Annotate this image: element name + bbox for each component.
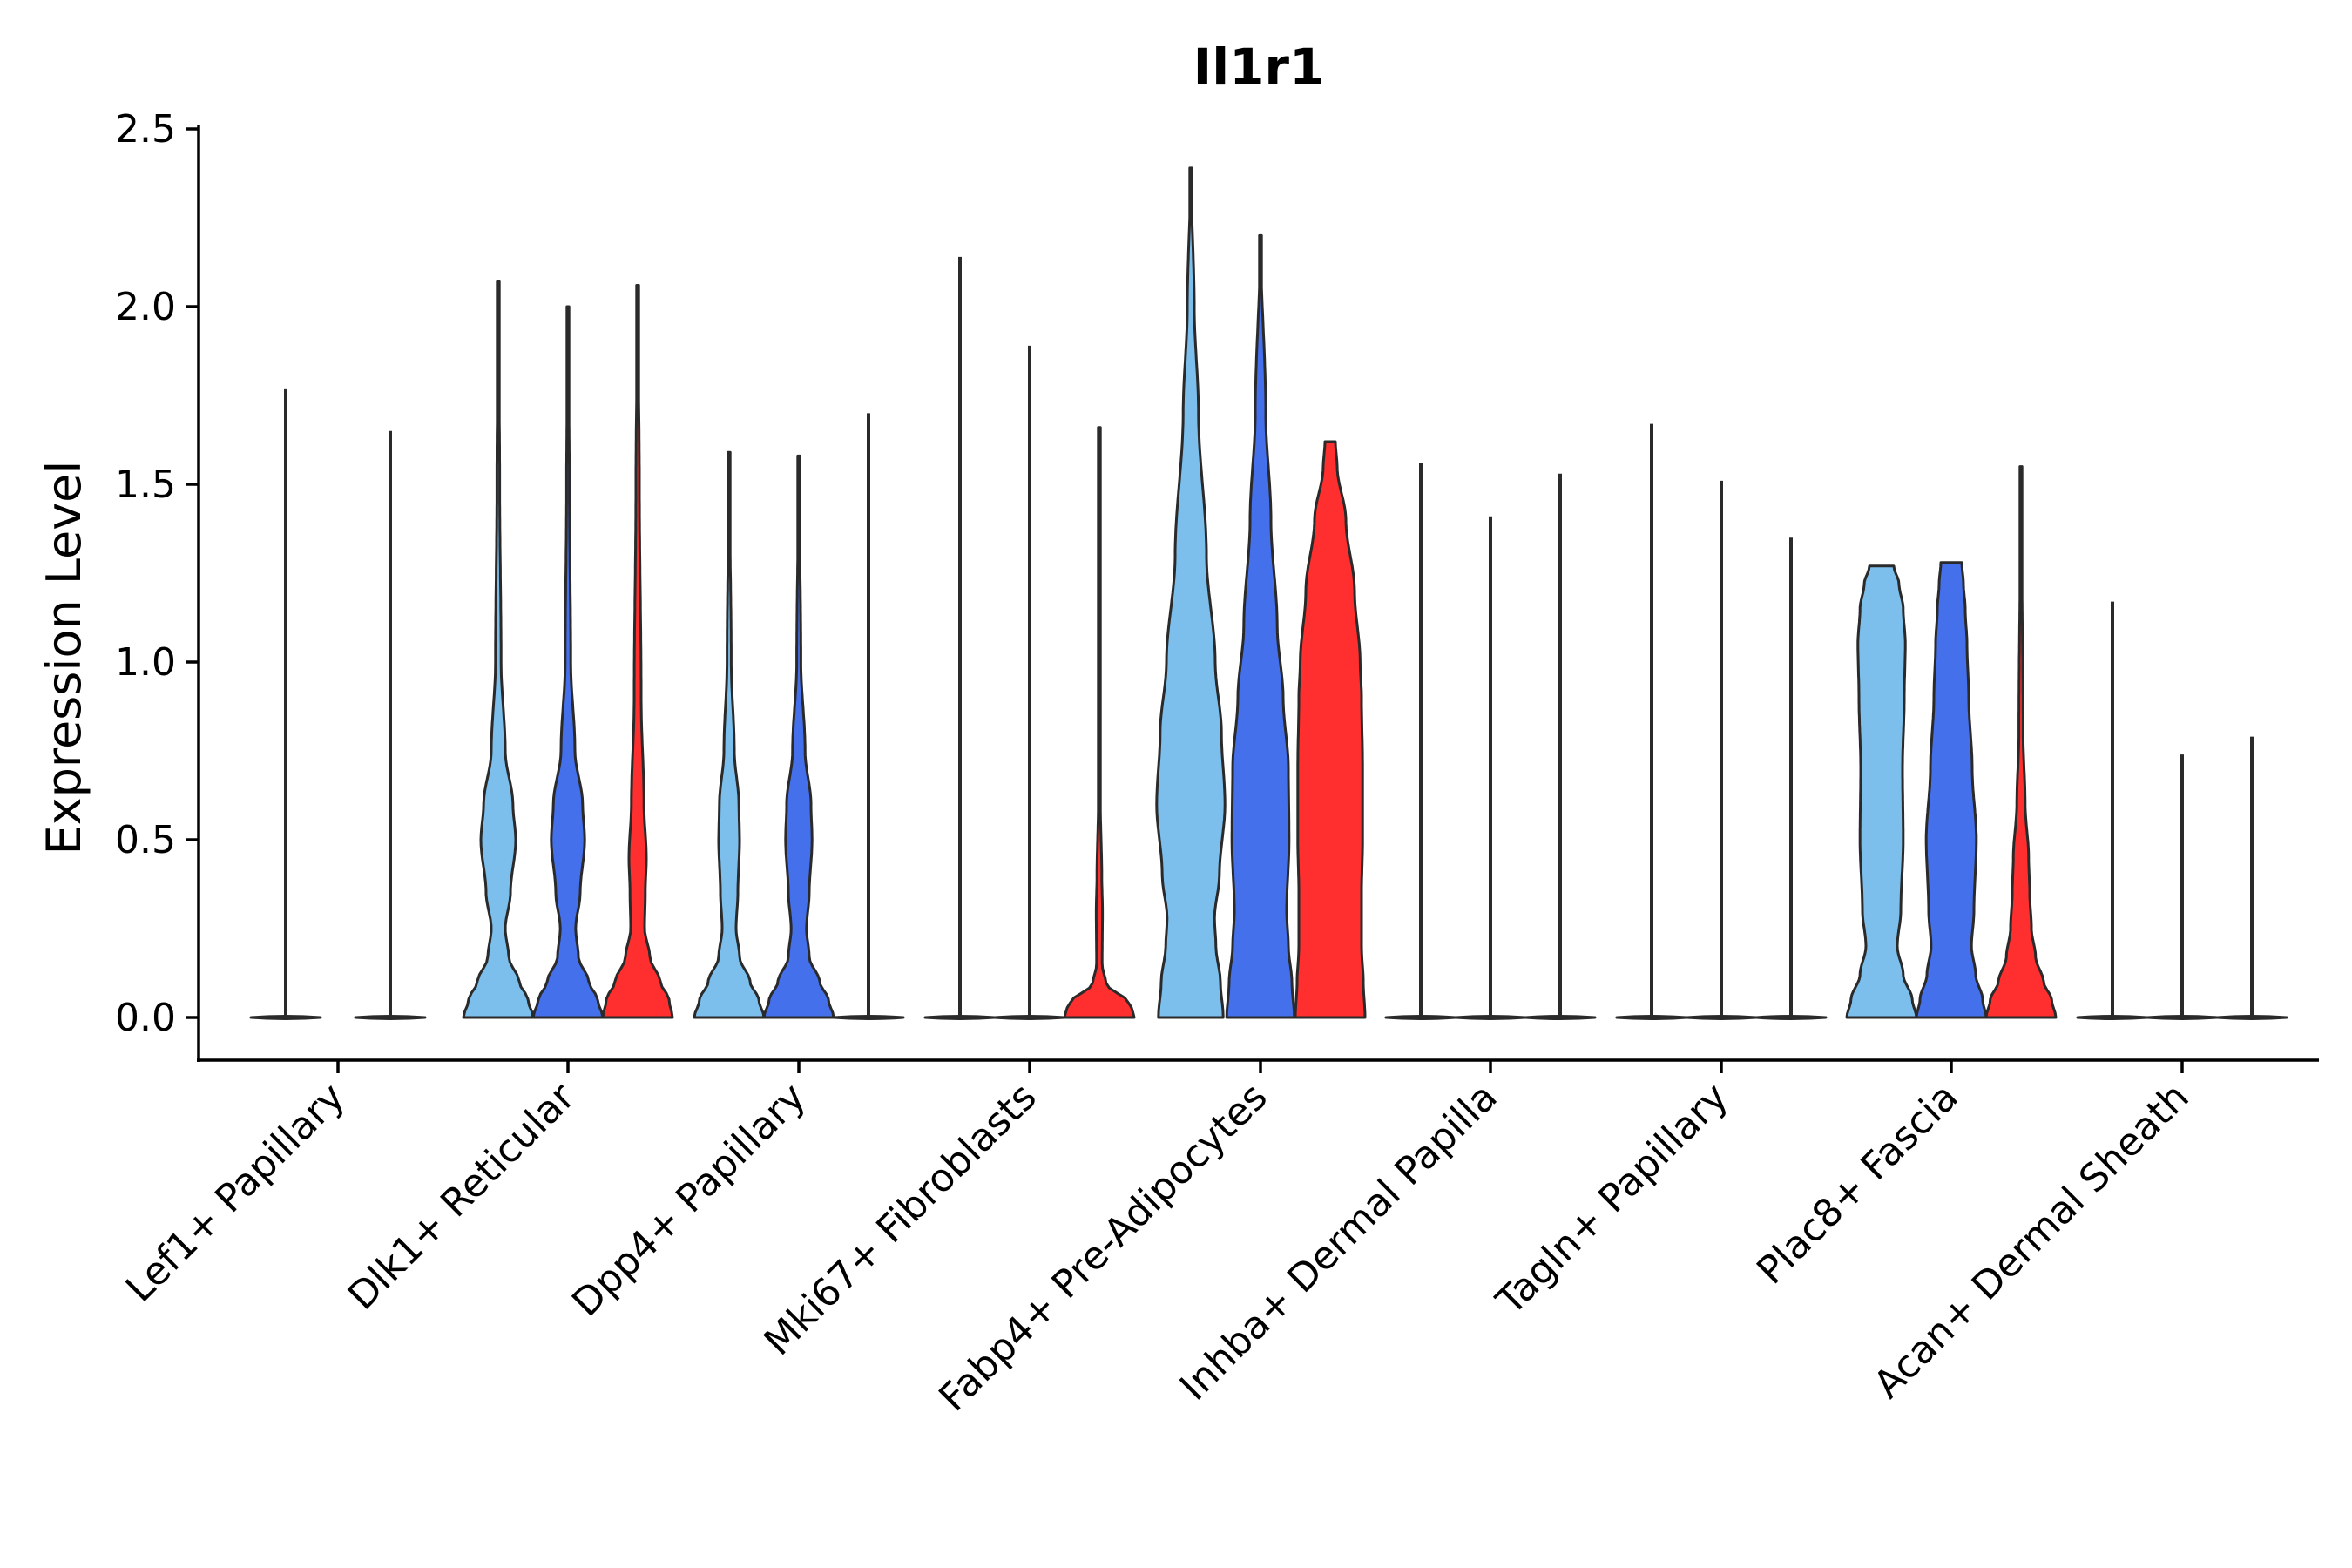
violin-shape [354,1015,427,1020]
violin-shape [1915,561,1988,1019]
violin-shape [462,280,535,1019]
x-tick-label: Dpp4+ Papillary [564,1075,814,1326]
violin-shape [1384,1015,1457,1020]
y-ticks: 0.0 0.5 1.0 1.5 2.0 2.5 [115,107,199,1040]
y-tick-label: 2.5 [115,107,176,152]
x-tick-label: Plac8+ Fascia [1748,1075,1967,1294]
violin-shape [1454,1015,1527,1020]
violin-shape [762,454,835,1019]
y-tick-label: 1.0 [115,640,176,685]
y-tick-label: 0.0 [115,996,176,1040]
violin-shape [1754,1015,1828,1020]
y-tick-label: 2.0 [115,285,176,329]
violin-shape [2076,1015,2149,1020]
violin-shape [693,450,766,1019]
violin-shape [832,1015,905,1020]
violin-shape [1685,1015,1758,1020]
violin-shape [2146,1015,2219,1020]
violin-shape [2215,1015,2288,1020]
y-axis-label: Expression Level [37,461,91,855]
x-tick-label: Lef1+ Papillary [118,1075,354,1311]
violin-shape [531,305,605,1019]
violin-shape [1984,465,2058,1019]
violin-shape [923,1015,997,1020]
violin-shape [993,1015,1066,1020]
violin-shape [1063,426,1136,1019]
violin-shape [249,1015,322,1020]
violin-shape [1524,1015,1597,1020]
violin-shape [1615,1015,1688,1020]
y-tick-label: 0.5 [115,818,176,862]
violin-shape [1845,564,1918,1019]
x-tick-label: Tagln+ Papillary [1488,1075,1737,1324]
violin-shape [601,284,674,1019]
chart-title: Il1r1 [1193,37,1325,97]
x-tick-label: Dlk1+ Reticular [340,1074,585,1319]
violin-shape [1155,166,1227,1019]
violin-shape [1225,233,1296,1019]
y-tick-label: 1.5 [115,463,176,507]
violin-shape [1294,440,1367,1019]
violin-group-layer [249,166,2288,1020]
